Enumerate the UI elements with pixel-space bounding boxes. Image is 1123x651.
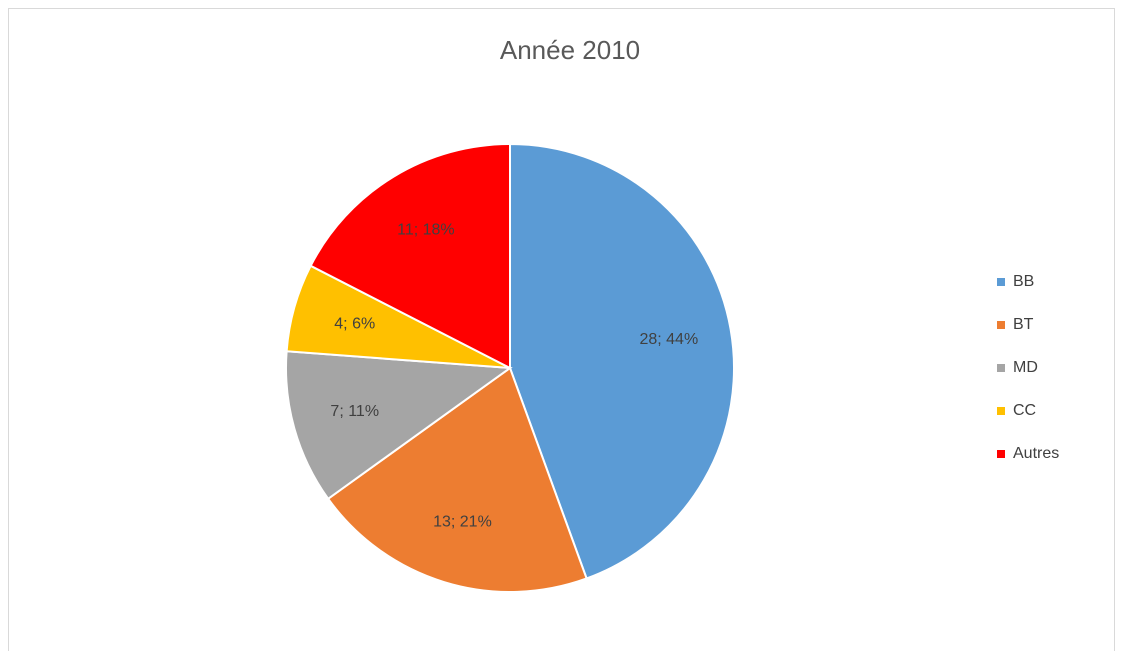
legend-label: BT: [1013, 316, 1034, 333]
pie-slice: [285, 350, 513, 501]
pie-slice: [509, 142, 735, 580]
legend-label: MD: [1013, 359, 1038, 376]
legend-swatch: [997, 278, 1005, 286]
legend-swatch: [997, 450, 1005, 458]
chart-title: Année 2010: [500, 35, 640, 65]
legend-swatch: [997, 364, 1005, 372]
data-label: 7; 11%: [330, 403, 379, 420]
pie-slice: [309, 142, 511, 370]
legend-label: CC: [1013, 402, 1036, 419]
legend-label: BB: [1013, 273, 1034, 290]
legend-label: Autres: [1013, 445, 1059, 462]
legend-swatch: [997, 321, 1005, 329]
data-label: 4; 6%: [334, 316, 375, 333]
pie-slice: [326, 366, 588, 593]
data-label: 13; 21%: [433, 513, 492, 530]
data-label: 11; 18%: [397, 222, 455, 239]
legend-swatch: [997, 407, 1005, 415]
data-label: 28; 44%: [639, 331, 698, 348]
